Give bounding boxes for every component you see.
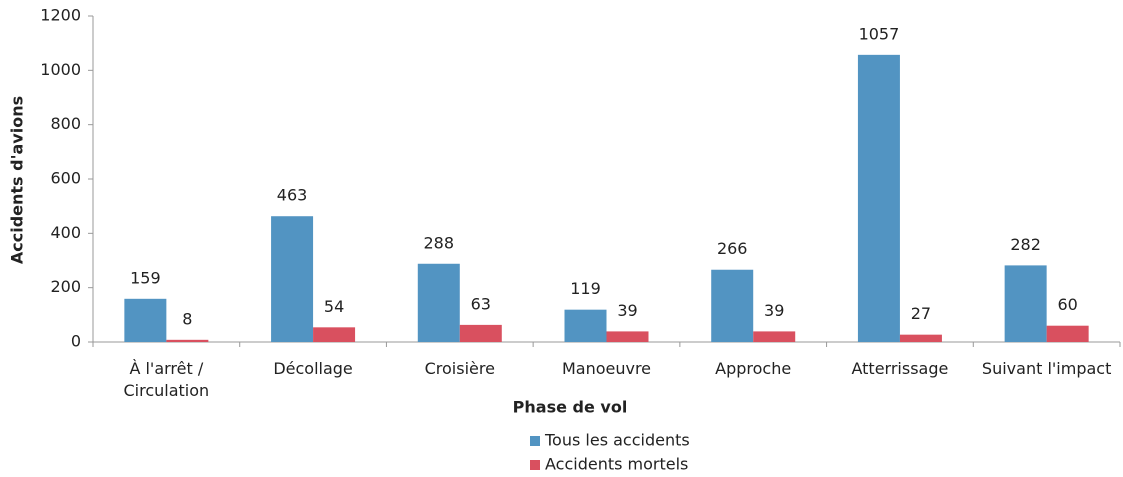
value-label: 463 — [277, 186, 308, 205]
bar — [1046, 325, 1089, 342]
value-label: 54 — [324, 297, 344, 316]
value-label: 159 — [130, 268, 161, 287]
value-label: 27 — [911, 304, 931, 323]
bar — [606, 331, 649, 342]
y-tick-label: 600 — [50, 169, 81, 188]
value-label: 1057 — [859, 24, 900, 43]
bar — [124, 298, 167, 342]
bar — [459, 324, 502, 342]
x-tick-label: Suivant l'impact — [981, 359, 1112, 378]
x-tick-label: Décollage — [273, 359, 353, 378]
value-label: 60 — [1057, 295, 1077, 314]
bar — [166, 339, 209, 342]
x-tick-label: À l'arrêt / Circulation — [123, 359, 210, 400]
x-tick-label: Croisière — [424, 359, 495, 378]
bar — [1004, 265, 1047, 342]
bar — [313, 327, 356, 342]
value-label: 63 — [471, 294, 491, 313]
y-axis-title: Accidents d'avions — [8, 96, 27, 264]
value-label: 39 — [617, 301, 637, 320]
legend-label: Accidents mortels — [545, 455, 688, 474]
value-label: 119 — [570, 279, 601, 298]
bar — [564, 309, 607, 342]
bar — [753, 331, 796, 342]
bar — [271, 216, 314, 342]
bar — [857, 54, 900, 343]
x-tick-label: Approche — [715, 359, 792, 378]
y-tick-label: 1000 — [40, 60, 81, 79]
value-label: 288 — [424, 233, 455, 252]
x-tick-label: Manoeuvre — [561, 359, 652, 378]
legend-swatch — [530, 460, 540, 470]
value-label: 8 — [182, 309, 192, 328]
bar — [899, 334, 942, 342]
y-tick-label: 400 — [50, 223, 81, 242]
y-tick-label: 0 — [71, 332, 81, 351]
bar — [711, 269, 754, 342]
value-label: 266 — [717, 239, 748, 258]
y-tick-label: 1200 — [40, 6, 81, 25]
value-label: 39 — [764, 301, 784, 320]
x-tick-label: Atterrissage — [851, 359, 949, 378]
y-tick-label: 200 — [50, 277, 81, 296]
legend-swatch — [530, 436, 540, 446]
y-tick-label: 800 — [50, 114, 81, 133]
legend-label: Tous les accidents — [544, 431, 690, 450]
x-axis-title: Phase de vol — [513, 398, 628, 417]
value-label: 282 — [1010, 235, 1041, 254]
bar — [417, 263, 460, 342]
